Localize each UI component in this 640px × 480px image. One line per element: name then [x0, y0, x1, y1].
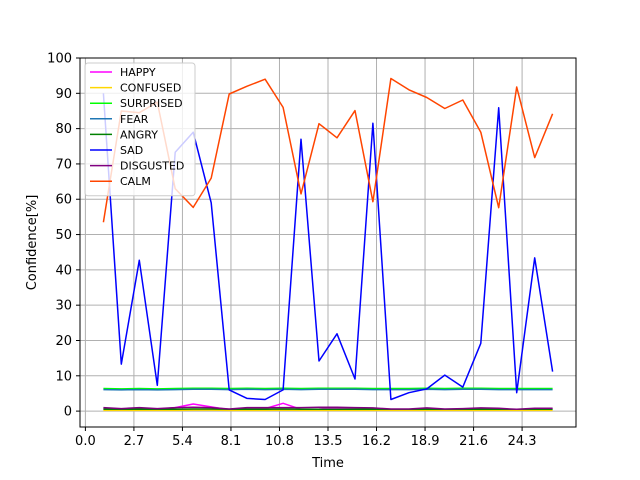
x-tick-label: 18.9: [411, 434, 440, 449]
legend-label: FEAR: [120, 113, 149, 126]
y-tick-label: 50: [55, 228, 72, 243]
x-tick-label: 2.7: [124, 434, 145, 449]
legend: HAPPY CONFUSED SURPRISED FEAR ANGRY SAD DISGUS…: [84, 62, 196, 197]
x-tick-label: 16.2: [362, 434, 391, 449]
y-tick-label: 30: [55, 299, 72, 314]
x-tick-label: 5.4: [172, 434, 193, 449]
x-tick-label: 8.1: [221, 434, 242, 449]
series-line-surprised: [103, 387, 553, 390]
legend-label: DISGUSTED: [120, 160, 184, 173]
series-line-fear: [103, 388, 553, 391]
legend-label: SURPRISED: [120, 97, 183, 110]
x-tick-label: 21.6: [459, 434, 488, 449]
y-tick-label: 90: [55, 87, 72, 102]
axis-ticks: 0.0 2.7 5.4 8.1 10.8 13.5 16.2 18.9 21.6 24.3 0 10 2…: [47, 52, 536, 450]
legend-label: CONFUSED: [120, 82, 181, 95]
y-tick-label: 40: [55, 263, 72, 278]
x-tick-label: 0.0: [75, 434, 96, 449]
y-tick-label: 20: [55, 334, 72, 349]
y-tick-label: 0: [64, 405, 72, 420]
series-line-disgusted: [103, 406, 553, 411]
legend-box: [84, 62, 196, 197]
x-axis-label: Time: [311, 456, 344, 471]
y-axis-label: Confidence[%]: [25, 195, 40, 291]
y-tick-label: 80: [55, 122, 72, 137]
x-tick-label: 24.3: [508, 434, 537, 449]
y-tick-label: 10: [55, 369, 72, 384]
legend-label: SAD: [120, 144, 143, 157]
y-tick-label: 100: [47, 52, 72, 67]
y-tick-label: 70: [55, 157, 72, 172]
legend-label: CALM: [120, 175, 151, 188]
y-tick-label: 60: [55, 193, 72, 208]
legend-label: HAPPY: [120, 66, 156, 79]
legend-label: ANGRY: [120, 128, 158, 141]
x-tick-label: 13.5: [314, 434, 343, 449]
x-tick-label: 10.8: [265, 434, 294, 449]
